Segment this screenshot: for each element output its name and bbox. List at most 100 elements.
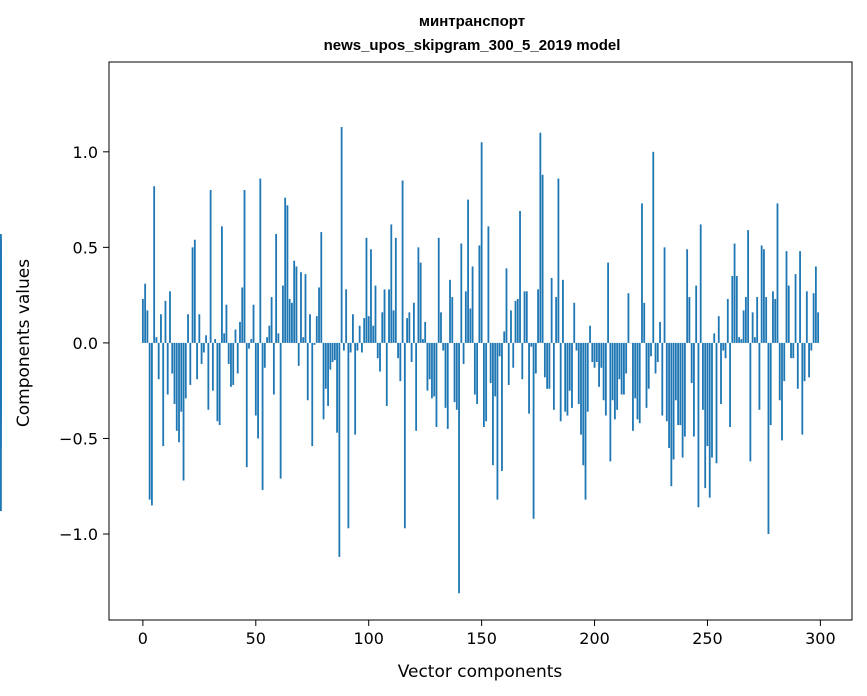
bar-253 xyxy=(713,333,716,343)
bar-144 xyxy=(467,199,469,343)
bar-43 xyxy=(239,321,241,343)
x-tick-label: 150 xyxy=(466,629,497,648)
bar-282 xyxy=(778,342,781,401)
bar-139 xyxy=(455,342,458,410)
bar-232 xyxy=(665,342,668,422)
bar-50 xyxy=(254,342,257,416)
bar-135 xyxy=(446,342,449,429)
bar-152 xyxy=(485,342,488,422)
bar-263 xyxy=(735,276,738,343)
bar-269 xyxy=(749,342,752,462)
bar-181 xyxy=(550,277,553,343)
y-axis: −1.0 −0.5 0.0 0.5 1.0 xyxy=(59,143,109,544)
bar-177 xyxy=(541,174,544,343)
bar-196 xyxy=(584,342,587,500)
bar-42 xyxy=(236,342,239,374)
bar-111 xyxy=(392,310,395,343)
bar-241 xyxy=(686,249,689,343)
bar-99 xyxy=(365,237,368,343)
bar-150 xyxy=(480,142,483,343)
bar-151 xyxy=(482,342,485,427)
bar-81 xyxy=(324,342,327,389)
x-tick-label: 300 xyxy=(805,629,836,648)
bar-165 xyxy=(514,300,517,343)
bar-71 xyxy=(302,337,305,343)
bar-206 xyxy=(607,262,609,343)
bar-33 xyxy=(216,342,219,422)
bar-226 xyxy=(652,151,655,343)
bar-90 xyxy=(345,289,348,343)
bar-247 xyxy=(699,224,702,343)
bar-108 xyxy=(385,342,388,406)
bar-122 xyxy=(417,247,420,343)
bar-221 xyxy=(641,203,643,343)
bar-40 xyxy=(232,342,235,385)
bar-134 xyxy=(444,342,447,408)
bar-83 xyxy=(329,342,332,370)
bar-192 xyxy=(575,342,578,351)
y-tick-label: 0.0 xyxy=(73,334,98,353)
bar-289 xyxy=(794,274,797,343)
bar-94 xyxy=(354,342,357,435)
bar-287 xyxy=(790,342,792,359)
bar-160 xyxy=(503,331,506,343)
bar-92 xyxy=(349,342,352,353)
bar-171 xyxy=(528,342,530,414)
bar-209 xyxy=(613,342,616,420)
bar-273 xyxy=(758,342,761,410)
bar-164 xyxy=(512,342,515,368)
bar-257 xyxy=(722,342,725,351)
bar-175 xyxy=(537,289,539,343)
bar-254 xyxy=(715,342,718,464)
bar-172 xyxy=(530,342,533,347)
bar-14 xyxy=(173,342,176,405)
bar-212 xyxy=(620,342,623,395)
bar-1 xyxy=(144,283,147,343)
bar-132 xyxy=(440,312,442,343)
bar-77 xyxy=(315,316,318,343)
bar-31 xyxy=(211,342,214,391)
bar-281 xyxy=(776,203,779,343)
bar-54 xyxy=(263,342,266,368)
bar-238 xyxy=(679,342,682,426)
bar-149 xyxy=(478,245,481,343)
bar-20 xyxy=(187,314,189,343)
bar-271 xyxy=(753,337,756,343)
bar-188 xyxy=(566,342,569,416)
bar-215 xyxy=(627,293,630,343)
bar-148 xyxy=(476,342,479,405)
bar-242 xyxy=(688,297,691,343)
bar-193 xyxy=(577,342,580,405)
bar-133 xyxy=(442,342,445,351)
bar-0 xyxy=(141,298,144,343)
bar-73 xyxy=(306,342,309,401)
bar-undefined xyxy=(0,233,2,343)
bar-136 xyxy=(449,279,451,343)
bar-56 xyxy=(268,325,271,343)
bar-167 xyxy=(519,211,521,343)
bar-224 xyxy=(647,342,650,389)
bar-39 xyxy=(230,342,232,387)
bar-2 xyxy=(146,310,149,343)
bar-291 xyxy=(799,251,801,343)
bar-117 xyxy=(406,318,409,343)
bar-97 xyxy=(361,342,363,353)
bar-204 xyxy=(602,342,605,401)
bar-202 xyxy=(598,342,600,387)
x-tick-label: 100 xyxy=(353,629,384,648)
bar-208 xyxy=(611,342,614,401)
bar-158 xyxy=(498,342,501,357)
bar-63 xyxy=(284,197,287,343)
bar-16 xyxy=(178,342,180,443)
bar-203 xyxy=(600,342,603,368)
bar-195 xyxy=(582,342,585,466)
bar-102 xyxy=(372,325,375,343)
bar-169 xyxy=(523,291,526,343)
bar-161 xyxy=(505,268,508,343)
bar-95 xyxy=(356,342,359,351)
bar-30 xyxy=(209,190,212,343)
bar-277 xyxy=(767,342,770,535)
bar-274 xyxy=(760,245,763,343)
bar-66 xyxy=(291,302,293,343)
bar-279 xyxy=(772,291,774,343)
